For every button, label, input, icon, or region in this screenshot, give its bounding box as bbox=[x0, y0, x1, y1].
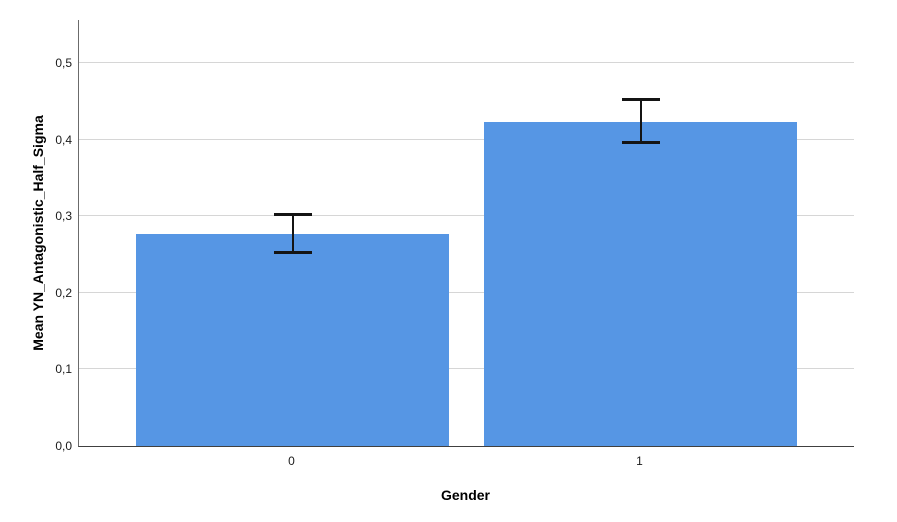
error-bar-cap bbox=[621, 141, 660, 145]
y-tick-label: 0,5 bbox=[55, 55, 72, 70]
gridline bbox=[79, 61, 854, 63]
error-bar-cap bbox=[273, 251, 312, 255]
gridline bbox=[79, 368, 854, 370]
gridline bbox=[79, 291, 854, 293]
error-bar-stem bbox=[291, 214, 294, 253]
y-tick-label: 0,2 bbox=[55, 285, 72, 300]
y-tick-label: 0,1 bbox=[55, 362, 72, 377]
error-bar-stem bbox=[639, 99, 642, 143]
x-axis-title: Gender bbox=[440, 487, 491, 503]
y-axis-title: Mean YN_Antagonistic_Half_Sigma bbox=[30, 115, 46, 351]
error-bar-cap bbox=[621, 98, 660, 102]
bar bbox=[484, 122, 797, 446]
error-bar-cap bbox=[273, 213, 312, 217]
gridline bbox=[79, 138, 854, 140]
bar bbox=[136, 234, 449, 446]
gridline bbox=[79, 215, 854, 217]
y-tick-label: 0,0 bbox=[55, 439, 72, 453]
y-tick-label: 0,3 bbox=[55, 209, 72, 224]
x-tick-label: 1 bbox=[636, 454, 643, 468]
x-tick-label: 0 bbox=[288, 454, 295, 468]
y-tick-label: 0,4 bbox=[55, 132, 72, 147]
plot-area bbox=[78, 20, 854, 447]
